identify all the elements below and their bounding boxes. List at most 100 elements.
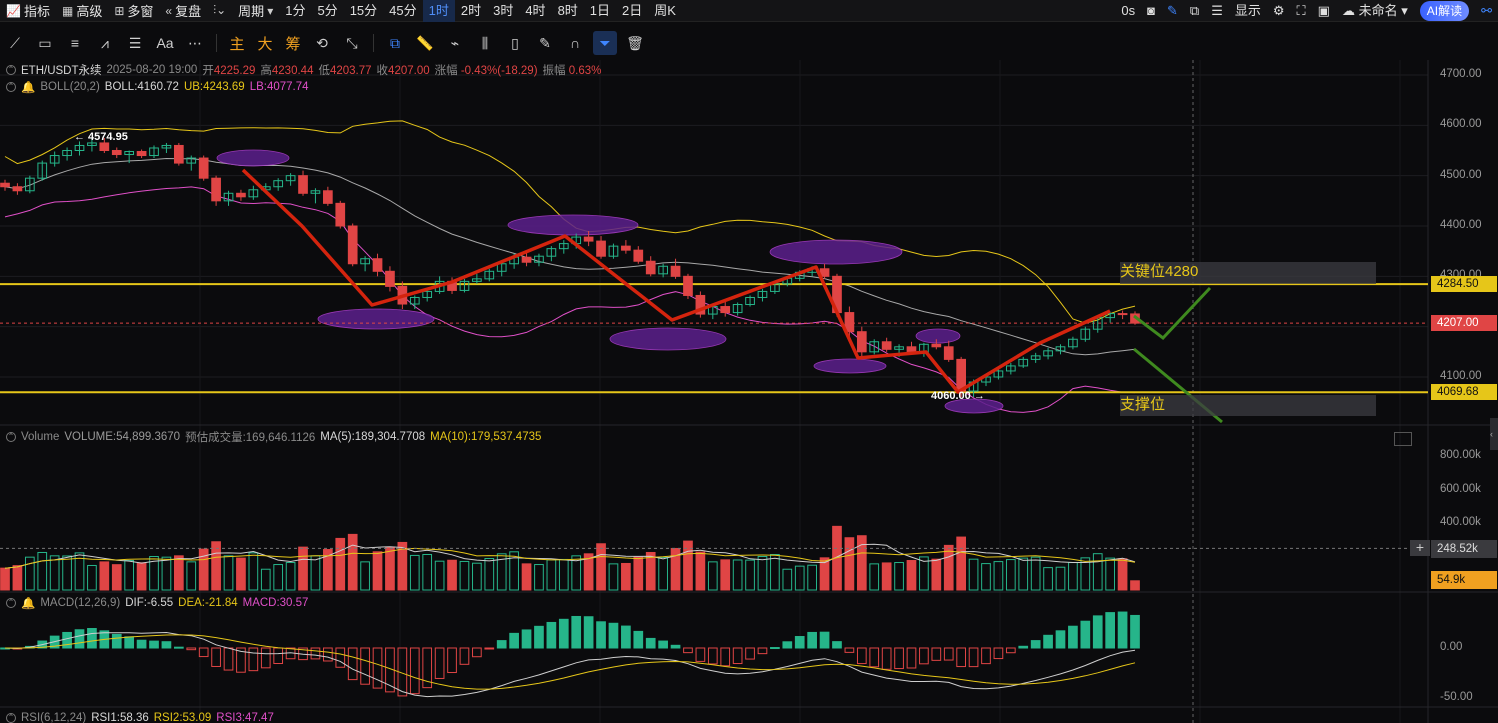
- popout-icon[interactable]: ⧉: [1189, 3, 1200, 18]
- macd-histogram-bar: [906, 647, 917, 669]
- indicator-button[interactable]: 📈 指标: [0, 0, 56, 22]
- interval-1[interactable]: 5分: [317, 2, 338, 18]
- macd-histogram-bar: [372, 647, 383, 689]
- text-icon[interactable]: Aa: [156, 35, 174, 51]
- wave-icon[interactable]: ⩘: [101, 34, 109, 51]
- macd-histogram-bar: [186, 647, 197, 651]
- collapse-icon[interactable]: ⌃: [6, 432, 16, 442]
- brush-icon[interactable]: ⌁: [450, 34, 460, 51]
- display-button[interactable]: 显示: [1234, 3, 1261, 18]
- replay-button[interactable]: « 复盘: [159, 0, 207, 22]
- bell-icon[interactable]: 🔔: [21, 82, 36, 94]
- trash-icon[interactable]: 🗑: [626, 34, 644, 51]
- volume-bar: [956, 536, 966, 591]
- toolbar-divider: [216, 34, 217, 52]
- volume-bar: [819, 557, 830, 591]
- trend-line-icon[interactable]: ⟋: [10, 34, 20, 51]
- fib-icon[interactable]: ☰: [128, 34, 142, 51]
- expand-icon[interactable]: [1394, 432, 1412, 446]
- multi-window-button[interactable]: ⊞ 多窗: [108, 0, 159, 22]
- camera-icon[interactable]: ◙: [1147, 3, 1156, 18]
- ruler-icon[interactable]: 📏: [416, 34, 434, 51]
- macd-histogram-bar: [596, 621, 606, 649]
- interval-9[interactable]: 1日: [589, 2, 611, 18]
- candle-body: [1043, 350, 1053, 357]
- filter-icon[interactable]: ⏷: [593, 31, 617, 55]
- low-value: 4203.77: [329, 65, 372, 77]
- volume-bar: [223, 555, 234, 591]
- macd-histogram-bar: [409, 647, 420, 695]
- measure-icon[interactable]: ⤡: [346, 34, 358, 51]
- window-icon: ⊞: [114, 3, 125, 18]
- chevron-down-icon: ▾: [1401, 3, 1408, 18]
- macd-histogram-bar: [1005, 647, 1016, 654]
- candle-body: [1018, 358, 1029, 367]
- clipboard-icon[interactable]: ▯: [511, 34, 519, 51]
- fullscreen-icon[interactable]: ⛶: [1296, 3, 1306, 18]
- plus-icon[interactable]: +: [1410, 540, 1430, 556]
- gear-icon[interactable]: ⚙: [1272, 3, 1285, 18]
- volume-bar: [695, 551, 706, 591]
- volume-bar: [1005, 559, 1016, 591]
- interval-5[interactable]: 2时: [460, 2, 482, 18]
- note-icon[interactable]: ✎: [539, 34, 551, 51]
- interval-11[interactable]: 周K: [654, 2, 676, 18]
- interval-4[interactable]: 1时: [422, 0, 455, 22]
- interval-3[interactable]: 45分: [389, 2, 417, 18]
- pen-icon[interactable]: ✎: [1167, 3, 1178, 18]
- change-label: 涨幅: [434, 65, 458, 77]
- scroll-right-icon[interactable]: ‹: [1490, 418, 1498, 450]
- macd-histogram-bar: [1105, 612, 1116, 649]
- more-icon[interactable]: ⋯: [188, 34, 202, 51]
- macd-info-line: ⌃ 🔔 MACD(12,26,9) DIF:-6.55 DEA:-21.84 M…: [6, 596, 308, 610]
- settings-lines-icon[interactable]: ☰: [1211, 3, 1223, 18]
- macd-histogram-bar: [931, 647, 942, 661]
- bell-icon[interactable]: 🔔: [21, 598, 36, 610]
- amplitude-value: 0.63%: [568, 65, 602, 77]
- volume-ma10-line: [4, 547, 1136, 569]
- share-icon[interactable]: ⚯: [1481, 3, 1492, 18]
- macd-histogram-bar: [124, 636, 135, 649]
- candles-icon[interactable]: ⫼: [481, 34, 489, 51]
- interval-0[interactable]: 1分: [285, 2, 306, 18]
- parallel-lines-icon[interactable]: ≡: [70, 35, 80, 51]
- key-level-annotation[interactable]: 关键位4280: [1120, 262, 1376, 284]
- collapse-icon[interactable]: ⌃: [6, 65, 16, 75]
- support-annotation[interactable]: 支撑位: [1120, 395, 1376, 416]
- candle-type-button[interactable]: ⫶⌄: [207, 0, 232, 22]
- chip-distribution-chip[interactable]: 筹: [285, 35, 301, 53]
- collapse-icon[interactable]: ⌃: [6, 713, 16, 723]
- volume-bar: [558, 558, 569, 591]
- advanced-label: 高级: [76, 4, 103, 19]
- volume-bar: [285, 562, 296, 591]
- rectangle-icon[interactable]: ▭: [38, 34, 52, 51]
- candle-body: [670, 265, 681, 277]
- big-chip[interactable]: 大: [257, 35, 273, 53]
- collapse-icon[interactable]: ⌃: [6, 82, 16, 92]
- magnet-icon[interactable]: ∩: [569, 35, 581, 51]
- main-chip[interactable]: 主: [229, 35, 245, 53]
- volume-name: Volume: [21, 431, 60, 443]
- volume-bar: [931, 558, 942, 591]
- candle-body: [1030, 355, 1041, 360]
- interval-10[interactable]: 2日: [622, 2, 643, 18]
- interval-7[interactable]: 4时: [525, 2, 546, 18]
- period-button[interactable]: 周期 ▾: [232, 0, 279, 22]
- interval-6[interactable]: 3时: [493, 2, 514, 18]
- ai-interpret-button[interactable]: AI解读: [1419, 1, 1470, 21]
- advanced-button[interactable]: ▦ 高级: [56, 0, 108, 22]
- copy-icon[interactable]: ⧉: [390, 34, 400, 51]
- workspace-button[interactable]: ☁ 未命名 ▾: [1336, 0, 1414, 22]
- volume-bar: [732, 559, 743, 591]
- volume-bar: [161, 556, 172, 591]
- candle-body: [683, 275, 693, 296]
- volume-bar: [37, 551, 48, 591]
- volume-bar: [906, 560, 917, 591]
- layout-icon[interactable]: ▣: [1317, 3, 1330, 18]
- macd-histogram-bar: [720, 647, 731, 667]
- collapse-icon[interactable]: ⌃: [6, 598, 16, 608]
- interval-8[interactable]: 8时: [557, 2, 578, 18]
- sync-icon[interactable]: ⟲: [316, 34, 328, 51]
- interval-2[interactable]: 15分: [349, 2, 378, 18]
